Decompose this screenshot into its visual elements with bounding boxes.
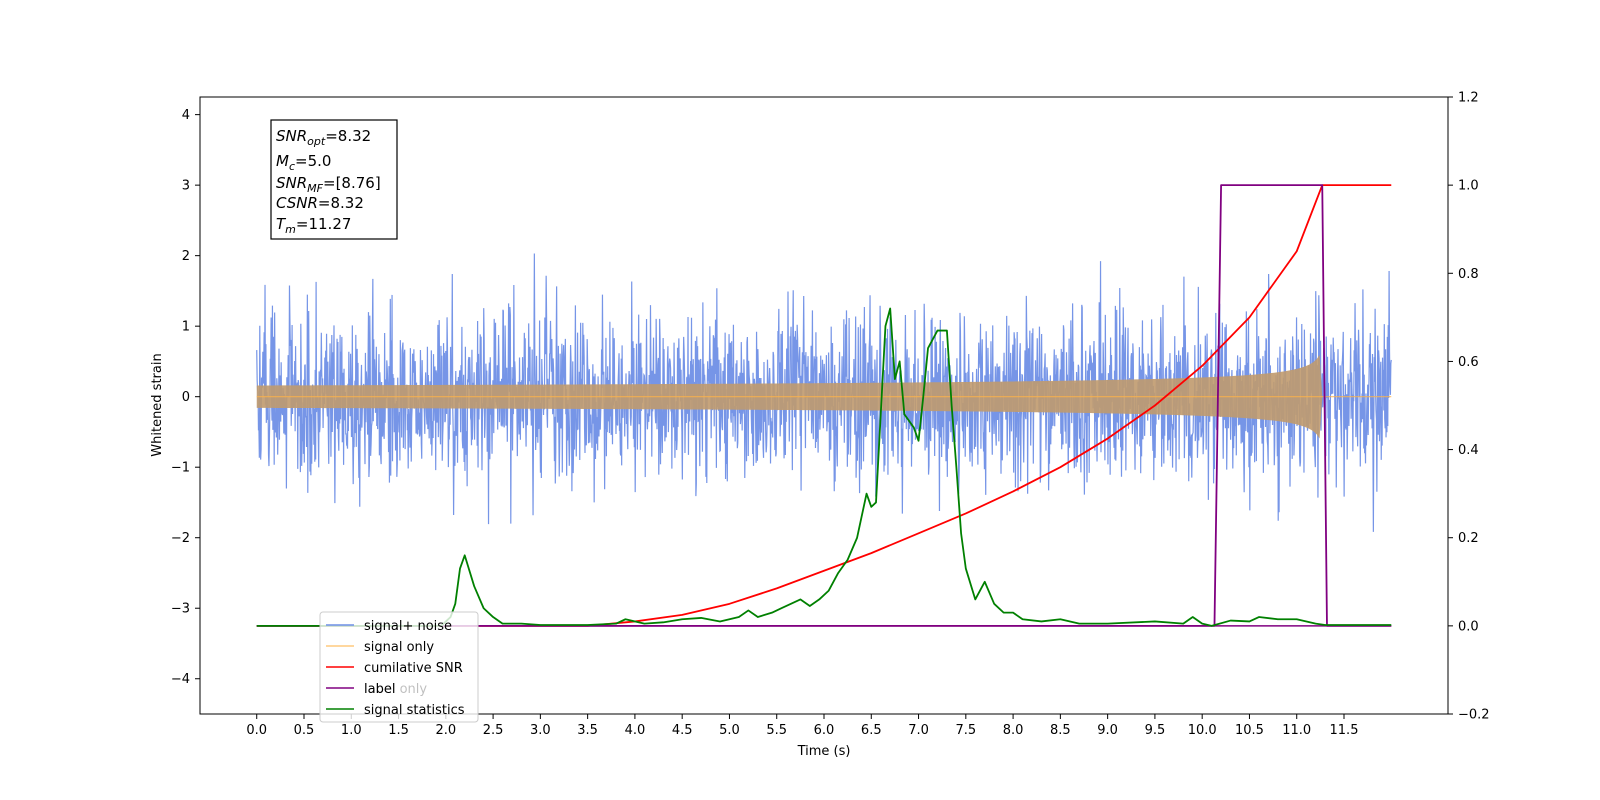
x-tick-label: 10.0 <box>1188 723 1217 738</box>
x-tick-label: 0.5 <box>294 723 315 738</box>
y-tick-label: 4 <box>182 108 190 123</box>
x-axis-label: Time (s) <box>797 744 851 759</box>
x-tick-label: 7.0 <box>908 723 929 738</box>
x-tick-label: 7.5 <box>955 723 976 738</box>
y-tick-label: −1 <box>171 461 190 476</box>
x-tick-label: 4.0 <box>625 723 646 738</box>
legend-label-signal-noise: signal+ noise <box>364 619 452 634</box>
legend-label-cumulative-snr: cumilative SNR <box>364 661 463 676</box>
x-tick-label: 2.0 <box>435 723 456 738</box>
y2-tick-label: 0.8 <box>1458 267 1479 282</box>
y-tick-label: −3 <box>171 602 190 617</box>
x-tick-label: 4.5 <box>672 723 693 738</box>
legend-label-label-only: label only <box>364 682 427 697</box>
legend-label-signal-statistics: signal statistics <box>364 703 465 718</box>
info-box-frame <box>270 119 398 240</box>
y-tick-label: −4 <box>171 672 190 687</box>
snr-opt-text: SNRopt=8.32 <box>276 127 371 148</box>
legend-label-label: label <box>364 682 395 697</box>
y2-tick-label: 0.4 <box>1458 443 1479 458</box>
y-tick-label: 0 <box>182 390 190 405</box>
legend-label-signal-only: signal only <box>364 640 434 655</box>
y2-tick-label: 0.6 <box>1458 355 1479 370</box>
info-box: SNRopt=8.32 Mc=5.0 SNRMF=[8.76] CSNR=8.3… <box>270 119 398 240</box>
legend: signal+ noise signal only cumilative SNR… <box>319 611 479 723</box>
series-signal-statistics <box>256 307 1392 627</box>
y2-tick-label: 0.2 <box>1458 531 1479 546</box>
x-axis-ticks: 0.0 0.5 1.0 1.5 2.0 2.5 3.0 3.5 4.0 4.5 5.0 5.5 6.0 6… <box>246 714 1358 738</box>
x-tick-label: 11.0 <box>1282 723 1311 738</box>
x-tick-label: 8.0 <box>1003 723 1024 738</box>
x-tick-label: 5.0 <box>719 723 740 738</box>
csnr-text: CSNR=8.32 <box>276 194 364 212</box>
y-tick-label: 1 <box>182 320 190 335</box>
x-tick-label: 8.5 <box>1050 723 1071 738</box>
legend-frame <box>319 611 479 723</box>
series-signal-noise <box>256 253 1392 532</box>
y-tick-label: 3 <box>182 179 190 194</box>
y2-tick-label: 1.0 <box>1458 179 1479 194</box>
x-tick-label: 0.0 <box>246 723 267 738</box>
y-axis-ticks: 4 3 2 1 0 −1 −2 −3 −4 <box>171 108 200 687</box>
tm-text: Tm=11.27 <box>276 215 351 236</box>
x-tick-label: 3.0 <box>530 723 551 738</box>
x-tick-label: 6.0 <box>814 723 835 738</box>
series-cumulative-snr <box>256 184 1392 627</box>
x-tick-label: 5.5 <box>766 723 787 738</box>
snr-mf-text: SNRMF=[8.76] <box>276 174 381 195</box>
y-tick-label: 2 <box>182 249 190 264</box>
y-axis-label: Whitened strain <box>150 353 165 456</box>
x-tick-label: 11.5 <box>1330 723 1359 738</box>
x-tick-label: 1.0 <box>341 723 362 738</box>
mc-text: Mc=5.0 <box>276 152 331 173</box>
y2-axis-ticks: −0.2 0.0 0.2 0.4 0.6 0.8 1.0 1.2 <box>1448 91 1490 723</box>
x-tick-label: 2.5 <box>483 723 504 738</box>
y2-tick-label: 0.0 <box>1458 619 1479 634</box>
x-tick-label: 10.5 <box>1235 723 1264 738</box>
y2-tick-label: 1.2 <box>1458 91 1479 106</box>
y2-tick-label: −0.2 <box>1458 708 1490 723</box>
x-tick-label: 9.5 <box>1145 723 1166 738</box>
x-tick-label: 3.5 <box>577 723 598 738</box>
x-tick-label: 9.0 <box>1097 723 1118 738</box>
x-tick-label: 6.5 <box>861 723 882 738</box>
x-tick-label: 1.5 <box>388 723 409 738</box>
y-tick-label: −2 <box>171 531 190 546</box>
